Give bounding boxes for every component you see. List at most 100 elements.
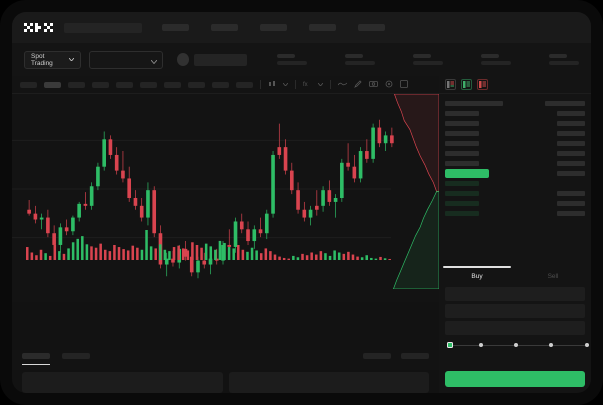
orders-box-left[interactable]	[22, 372, 223, 393]
pair-price-value	[194, 53, 248, 66]
pair-avatar	[177, 53, 190, 66]
orderbook-both-icon[interactable]	[445, 79, 456, 90]
stat-value	[549, 61, 580, 65]
orderbook-row[interactable]	[445, 188, 585, 198]
orderbook-size-cell	[557, 150, 585, 156]
nav-item-1[interactable]	[162, 24, 189, 31]
orders-tab-1[interactable]	[22, 353, 50, 365]
pair-select-dropdown[interactable]	[89, 50, 164, 69]
orderbook-price-cell	[445, 140, 479, 146]
stat-label	[481, 54, 500, 58]
orderbook-row[interactable]	[445, 208, 585, 218]
toolbar-chip-2[interactable]	[44, 81, 61, 88]
candlestick-icon[interactable]	[268, 80, 276, 90]
order-price-field[interactable]	[445, 287, 585, 301]
orderbook-price-cell	[445, 190, 479, 196]
nav-item-3[interactable]	[260, 24, 287, 31]
slider-stop-50[interactable]	[514, 342, 518, 347]
orderbook-size-cell	[557, 210, 585, 216]
camera-icon[interactable]	[369, 80, 378, 89]
orderbook-row[interactable]	[445, 178, 585, 188]
order-book-view-modes	[439, 76, 591, 94]
orderbook-size-cell	[557, 160, 585, 166]
main-nav	[162, 24, 385, 31]
volume-histogram	[26, 230, 391, 260]
svg-text:fx: fx	[303, 82, 308, 88]
ticker-stat-4	[481, 54, 512, 65]
toolbar-chip-6[interactable]	[140, 81, 157, 88]
fullscreen-icon[interactable]	[400, 79, 408, 90]
orderbook-size-cell	[557, 200, 585, 206]
settings-icon[interactable]	[385, 80, 393, 90]
ticker-stat-2	[345, 54, 376, 65]
toolbar-chip-1[interactable]	[20, 81, 37, 88]
ticker-stat-1	[277, 54, 308, 65]
orderbook-row[interactable]	[445, 118, 585, 128]
toolbar-divider	[260, 80, 261, 89]
orderbook-size-cell	[557, 190, 585, 196]
orderbook-price-cell	[445, 168, 489, 178]
stat-value	[345, 61, 376, 65]
line-chart-icon[interactable]	[337, 81, 348, 89]
orders-box-right[interactable]	[228, 372, 429, 393]
orderbook-price-cell	[445, 110, 479, 116]
orderbook-price-cell	[445, 130, 479, 136]
toolbar-chip-8[interactable]	[188, 81, 205, 88]
toolbar-chip-3[interactable]	[68, 81, 85, 88]
orderbook-bids-icon[interactable]	[461, 79, 472, 90]
percent-slider[interactable]	[445, 339, 589, 353]
toolbar-chip-4[interactable]	[92, 81, 109, 88]
orderbook-row[interactable]	[445, 108, 585, 118]
slider-track	[449, 345, 589, 346]
orders-tab-2[interactable]	[62, 353, 90, 359]
orderbook-price-cell	[445, 180, 479, 186]
slider-stop-25[interactable]	[479, 342, 483, 347]
toolbar-chip-9[interactable]	[212, 81, 229, 88]
orderbook-row[interactable]	[445, 158, 585, 168]
orderbook-row[interactable]	[445, 198, 585, 208]
orderbook-size-cell	[557, 120, 585, 126]
indicators-icon[interactable]: fx	[303, 80, 311, 90]
chevron-down-icon	[150, 51, 158, 69]
orderbook-asks-icon[interactable]	[477, 79, 488, 90]
price-chart[interactable]	[12, 94, 439, 302]
market-type-dropdown[interactable]: Spot Trading	[24, 50, 82, 69]
orderbook-last-price-row[interactable]	[445, 168, 585, 178]
order-amount-field[interactable]	[445, 304, 585, 318]
ticker-stats	[277, 54, 580, 65]
order-total-field[interactable]	[445, 321, 585, 335]
okx-logo[interactable]	[24, 22, 54, 33]
market-type-label: Spot Trading	[31, 52, 53, 67]
slider-handle[interactable]	[447, 341, 453, 348]
orderbook-row[interactable]	[445, 98, 585, 108]
nav-item-5[interactable]	[358, 24, 385, 31]
app-header	[12, 12, 591, 43]
orderbook-price-cell	[445, 100, 503, 106]
orderbook-row[interactable]	[445, 128, 585, 138]
slider-stop-100[interactable]	[585, 342, 589, 347]
nav-item-2[interactable]	[211, 24, 238, 31]
chevron-down-icon[interactable]	[317, 81, 324, 88]
order-fields	[439, 285, 591, 335]
toolbar-chip-7[interactable]	[164, 81, 181, 88]
orderbook-row[interactable]	[445, 148, 585, 158]
submit-buy-button[interactable]	[445, 371, 585, 387]
slider-stop-75[interactable]	[549, 342, 553, 347]
nav-item-4[interactable]	[309, 24, 336, 31]
pencil-icon[interactable]	[354, 79, 362, 90]
orders-action-1[interactable]	[363, 353, 391, 359]
orderbook-row[interactable]	[445, 138, 585, 148]
chevron-down-icon[interactable]	[282, 81, 289, 88]
candlestick-series	[12, 119, 394, 279]
orders-action-2[interactable]	[401, 353, 429, 359]
toolbar-chip-10[interactable]	[236, 81, 253, 88]
order-book-rows[interactable]	[439, 94, 591, 218]
tab-sell[interactable]: Sell	[547, 273, 559, 280]
stat-value	[481, 61, 512, 65]
tab-buy[interactable]: Buy	[471, 273, 483, 280]
search-input[interactable]	[64, 22, 142, 33]
toolbar-chip-5[interactable]	[116, 81, 133, 88]
chart-toolbar: fx	[12, 76, 439, 94]
orderbook-size-cell	[557, 140, 585, 146]
toolbar-divider	[295, 80, 296, 89]
